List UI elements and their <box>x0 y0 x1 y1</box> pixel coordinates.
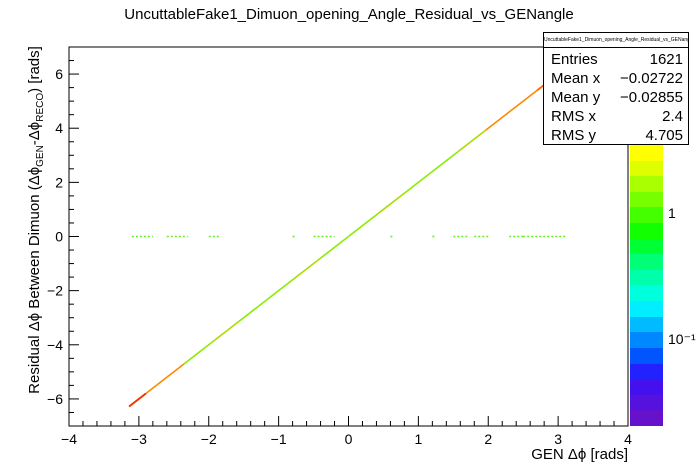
diagonal-band-segment <box>402 172 432 195</box>
chart-title: UncuttableFake1_Dimuon_opening_Angle_Res… <box>124 6 574 23</box>
stats-box: UncuttableFake1_Dimuon_opening_Angle_Res… <box>543 32 689 145</box>
diagonal-band-segment <box>485 108 514 131</box>
colorbar-swatch <box>630 394 663 411</box>
colorbar-swatch <box>630 238 663 255</box>
colorbar-swatch <box>630 316 663 333</box>
diagonal-band-segment <box>156 363 185 386</box>
y-tick-label: 6 <box>55 66 63 82</box>
diagonal-band-end-lower <box>128 392 147 408</box>
y-tick-label: −2 <box>47 283 63 299</box>
colorbar-swatch <box>630 269 663 286</box>
colorbar-label-0p1: 10⁻¹ <box>668 331 696 347</box>
diagonal-band-segment <box>512 87 541 110</box>
colorbar-swatch <box>630 379 663 395</box>
diagonal-band-segment <box>375 193 404 216</box>
diagonal-band-segment <box>320 235 349 259</box>
diagonal-band-segment <box>430 150 459 174</box>
stat-row-mean-y: Mean y −0.02855 <box>551 89 683 106</box>
colorbar-swatch <box>630 410 663 426</box>
x-tick-label: −2 <box>201 431 217 447</box>
stat-row-mean-x: Mean x −0.02722 <box>551 70 683 87</box>
diagonal-band-segment <box>293 257 322 280</box>
color-scale-bar <box>630 145 663 426</box>
stats-title: UncuttableFake1_Dimuon_opening_Angle_Res… <box>544 33 688 48</box>
colorbar-label-1: 1 <box>668 205 676 221</box>
axis-ticks: −4 −3 −2 −1 0 1 2 3 4 −6 −4 −2 0 2 4 6 <box>47 46 632 447</box>
diagonal-band-segment <box>238 299 267 323</box>
data-marks <box>128 65 569 408</box>
stat-row-rms-y: RMS y 4.705 <box>551 127 683 144</box>
diagonal-band-segment <box>265 278 295 301</box>
y-tick-label: −6 <box>47 391 63 407</box>
colorbar-swatch <box>630 145 663 161</box>
stat-row-rms-x: RMS x 2.4 <box>551 108 683 125</box>
colorbar-swatch <box>630 191 663 208</box>
colorbar-swatch <box>630 176 663 192</box>
stat-row-entries: Entries 1621 <box>551 51 683 68</box>
y-axis-label: Residual Δϕ Between Dimuon (ΔϕGEN-ΔϕRECO… <box>26 46 46 394</box>
colorbar-swatch <box>630 223 663 239</box>
diagonal-band-segment <box>183 342 212 365</box>
colorbar-swatch <box>630 363 663 380</box>
y-tick-label: 0 <box>55 229 63 245</box>
colorbar-swatch <box>630 254 663 270</box>
colorbar-swatch <box>630 332 663 348</box>
x-tick-label: −4 <box>61 431 77 447</box>
x-tick-label: 4 <box>624 431 632 447</box>
x-tick-label: 0 <box>345 431 353 447</box>
y-tick-label: −4 <box>47 337 63 353</box>
x-tick-label: 1 <box>414 431 422 447</box>
colorbar-swatch <box>630 160 663 177</box>
diagonal-band-segment <box>210 320 240 344</box>
colorbar-swatch <box>630 301 663 317</box>
colorbar-swatch <box>630 285 663 302</box>
x-tick-label: −3 <box>131 431 147 447</box>
diagonal-band-segment <box>348 214 377 238</box>
x-tick-label: 2 <box>484 431 492 447</box>
y-tick-label: 2 <box>55 174 63 190</box>
diagonal-band-segment <box>457 129 487 153</box>
y-tick-label: 4 <box>55 120 63 136</box>
colorbar-swatch <box>630 207 663 224</box>
x-axis-label: GEN Δϕ [rads] <box>531 446 628 463</box>
colorbar-swatch <box>630 347 663 364</box>
x-tick-label: −1 <box>271 431 287 447</box>
x-tick-label: 3 <box>554 431 562 447</box>
